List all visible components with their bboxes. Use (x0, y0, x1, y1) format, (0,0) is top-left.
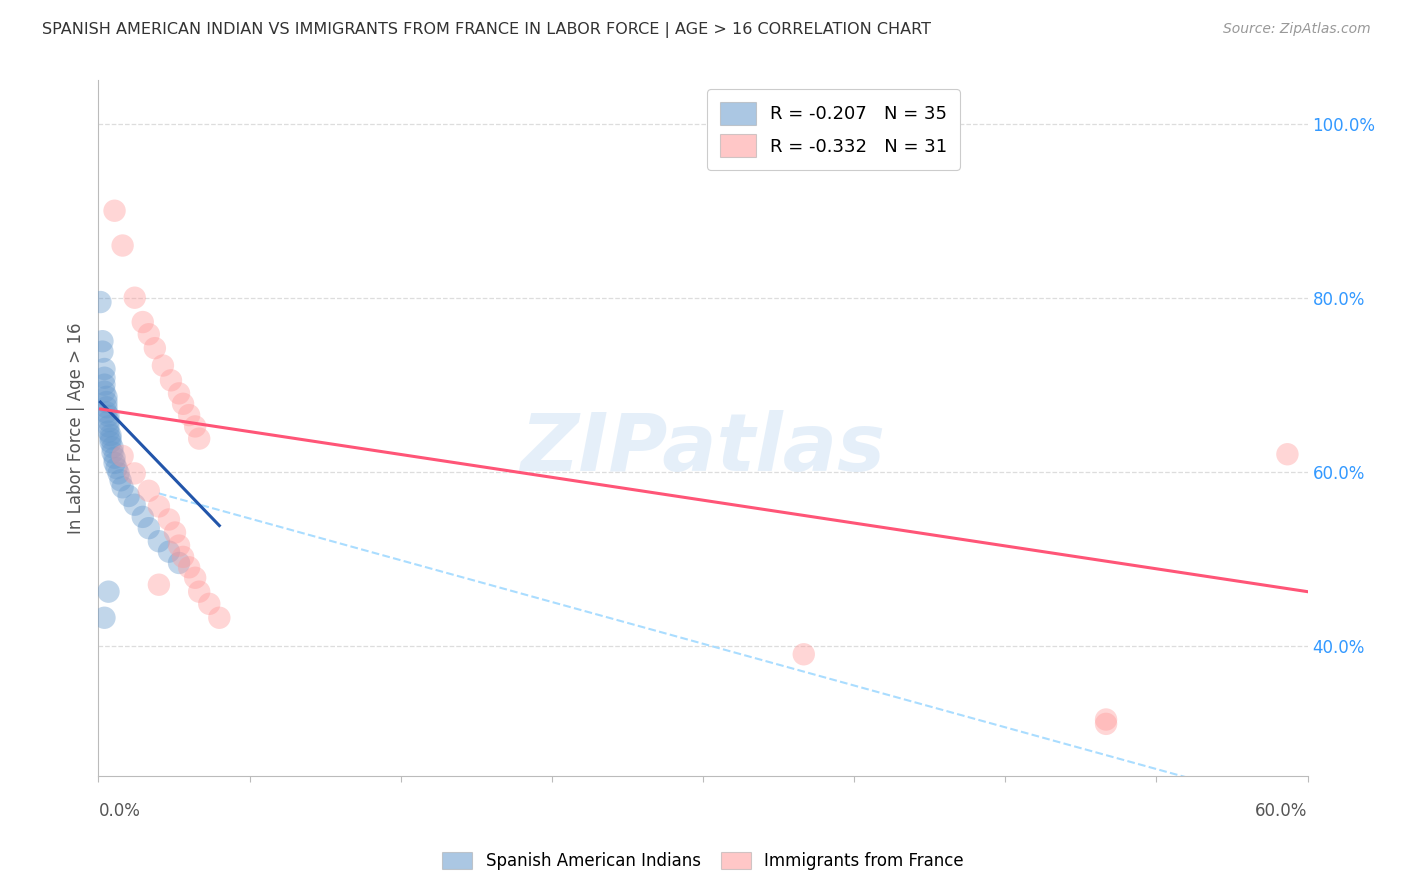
Point (124, 498, 146, 512)
Point (157, 512, 180, 526)
Point (172, 397, 194, 411)
Point (1095, 717, 1118, 731)
Point (93, 362, 115, 376)
Point (124, 467, 146, 481)
Point (101, 445, 124, 459)
Point (138, 483, 160, 498)
Point (96, 405, 118, 419)
Point (167, 539, 190, 553)
Point (100, 428, 122, 442)
Point (179, 408, 201, 422)
Point (91, 334, 114, 348)
Point (1277, 447, 1299, 461)
Point (118, 489, 141, 503)
Point (91, 344, 114, 359)
Point (103, 450, 125, 465)
Text: 60.0%: 60.0% (1256, 802, 1308, 820)
Text: ZIPatlas: ZIPatlas (520, 410, 886, 488)
Point (167, 386, 190, 401)
Point (96, 401, 118, 415)
Legend: Spanish American Indians, Immigrants from France: Spanish American Indians, Immigrants fro… (436, 845, 970, 877)
Point (132, 509, 155, 524)
Point (93, 370, 115, 384)
Point (103, 456, 125, 470)
Point (138, 521, 160, 535)
Point (188, 432, 211, 446)
Point (1095, 713, 1118, 727)
Legend: R = -0.207   N = 35, R = -0.332   N = 31: R = -0.207 N = 35, R = -0.332 N = 31 (707, 89, 960, 170)
Point (107, 467, 129, 481)
Point (167, 556, 190, 570)
Point (101, 440, 124, 454)
Point (97, 409, 120, 423)
Point (157, 544, 180, 558)
Point (111, 238, 134, 252)
Point (103, 203, 125, 218)
Point (93, 384, 115, 399)
Point (198, 597, 221, 611)
Point (96, 395, 118, 409)
Text: Source: ZipAtlas.com: Source: ZipAtlas.com (1223, 22, 1371, 37)
Point (793, 647, 815, 661)
Point (148, 578, 170, 592)
Point (100, 432, 122, 446)
Point (148, 534, 170, 549)
Point (188, 584, 211, 599)
Point (163, 525, 186, 540)
Point (89, 295, 111, 310)
Point (160, 373, 183, 387)
Point (97, 425, 120, 439)
Point (152, 359, 174, 373)
Point (93, 611, 115, 625)
Point (179, 560, 201, 574)
Point (208, 611, 231, 625)
Point (93, 377, 115, 392)
Point (184, 419, 207, 434)
Point (105, 461, 128, 475)
Point (111, 449, 134, 463)
Point (124, 291, 146, 305)
Text: SPANISH AMERICAN INDIAN VS IMMIGRANTS FROM FRANCE IN LABOR FORCE | AGE > 16 CORR: SPANISH AMERICAN INDIAN VS IMMIGRANTS FR… (42, 22, 931, 38)
Point (110, 473, 132, 487)
Point (138, 327, 160, 342)
Point (97, 414, 120, 428)
Point (100, 435, 122, 450)
Point (97, 584, 120, 599)
Point (184, 571, 207, 585)
Point (148, 500, 170, 514)
Point (97, 419, 120, 434)
Text: 0.0%: 0.0% (98, 802, 141, 820)
Point (143, 341, 166, 355)
Point (96, 390, 118, 404)
Point (172, 549, 194, 564)
Point (111, 480, 134, 494)
Point (132, 315, 155, 329)
Y-axis label: In Labor Force | Age > 16: In Labor Force | Age > 16 (66, 322, 84, 534)
